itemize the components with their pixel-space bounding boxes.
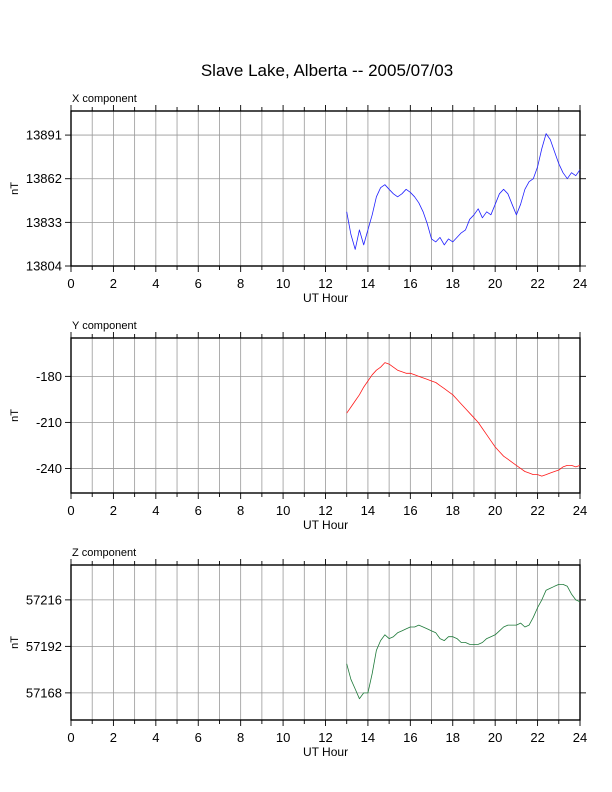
z-component-line [346,584,581,700]
y-component-line [346,362,581,477]
z-component-label: Z component [72,547,136,559]
z-x-tick-label: 24 [573,730,587,745]
y-x-tick-label: 12 [318,503,332,518]
z-x-tick-label: 4 [152,730,159,745]
y-x-tick-label: 14 [361,503,375,518]
x-x-tick-label: 12 [318,276,332,291]
x-component-panel: 0 2 4 6 8 10 12 14 16 18 20 22 241380413833138621389… [9,93,587,305]
z-x-tick-label: 10 [276,730,290,745]
z-x-tick-label: 8 [237,730,244,745]
x-x-axis-title: UT Hour [303,291,348,305]
y-y-tick-label: -240 [36,461,62,476]
y-component-label: Y component [72,320,137,332]
x-y-axis-title: nT [9,182,21,195]
x-y-tick-label: 13891 [26,128,62,143]
y-x-tick-label: 4 [152,503,159,518]
z-x-tick-label: 12 [318,730,332,745]
x-x-tick-label: 14 [361,276,375,291]
y-x-tick-label: 10 [276,503,290,518]
z-x-tick-label: 0 [67,730,74,745]
x-x-tick-label: 10 [276,276,290,291]
y-plot-frame [70,337,581,494]
z-x-tick-label: 2 [110,730,117,745]
x-y-tick-label: 13833 [26,215,62,230]
z-x-tick-label: 14 [361,730,375,745]
x-x-tick-label: 24 [573,276,587,291]
x-x-tick-label: 20 [488,276,502,291]
x-x-tick-label: 18 [446,276,460,291]
z-x-axis-title: UT Hour [303,745,348,759]
x-component-label: X component [72,93,137,105]
x-x-tick-label: 16 [403,276,417,291]
z-y-axis-title: nT [9,636,21,649]
x-x-tick-label: 2 [110,276,117,291]
z-x-tick-label: 18 [446,730,460,745]
x-x-tick-label: 0 [67,276,74,291]
z-x-tick-label: 22 [530,730,544,745]
z-x-tick-label: 6 [195,730,202,745]
x-x-tick-label: 8 [237,276,244,291]
z-y-tick-label: 57168 [26,685,62,700]
y-x-tick-label: 20 [488,503,502,518]
x-x-tick-label: 6 [195,276,202,291]
y-x-tick-label: 2 [110,503,117,518]
x-x-tick-label: 4 [152,276,159,291]
x-component-line [346,133,581,250]
y-x-tick-label: 0 [67,503,74,518]
y-y-axis-title: nT [9,409,21,422]
y-x-tick-label: 6 [195,503,202,518]
y-x-tick-label: 24 [573,503,587,518]
y-x-tick-label: 16 [403,503,417,518]
z-x-tick-label: 20 [488,730,502,745]
x-plot-frame [70,110,581,267]
y-x-tick-label: 18 [446,503,460,518]
y-x-tick-label: 8 [237,503,244,518]
z-y-tick-label: 57216 [26,592,62,607]
y-x-tick-label: 22 [530,503,544,518]
z-x-tick-label: 16 [403,730,417,745]
chart-title: Slave Lake, Alberta -- 2005/07/03 [201,61,453,80]
x-y-tick-label: 13862 [26,171,62,186]
x-y-tick-label: 13804 [26,259,62,274]
z-plot-frame [70,564,581,721]
y-y-tick-label: -180 [36,369,62,384]
y-y-tick-label: -210 [36,415,62,430]
y-x-axis-title: UT Hour [303,518,348,532]
x-x-tick-label: 22 [530,276,544,291]
z-y-tick-label: 57192 [26,639,62,654]
